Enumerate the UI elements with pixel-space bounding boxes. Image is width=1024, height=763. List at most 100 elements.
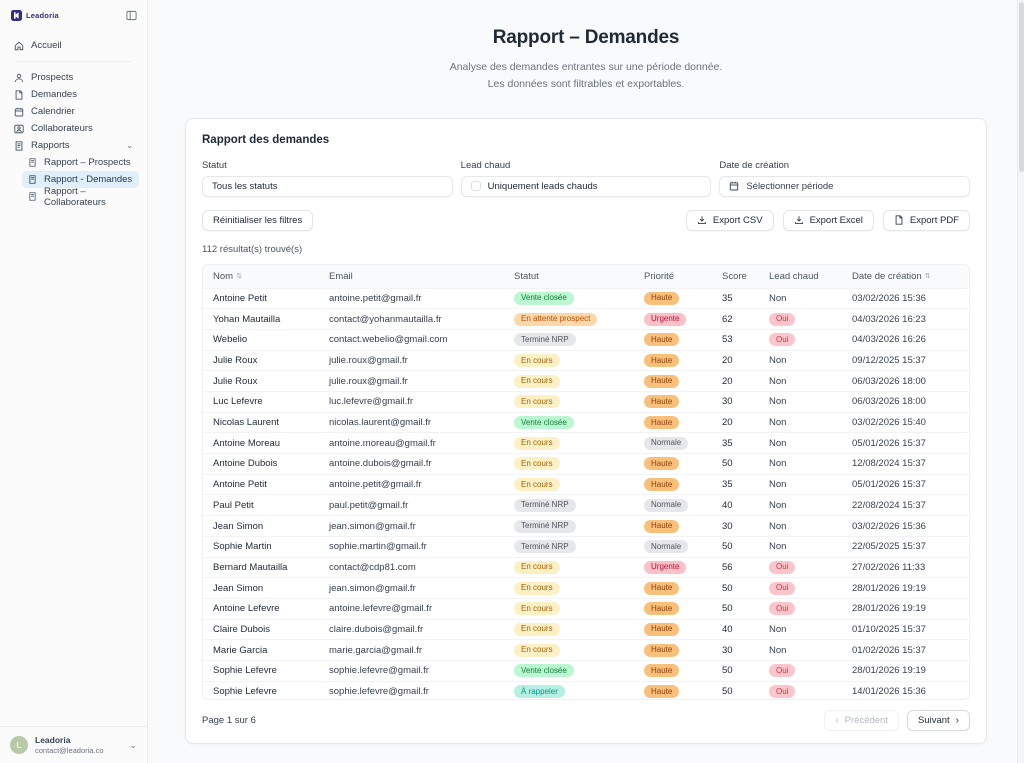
previous-page-button[interactable]: ‹ Précédent (824, 709, 899, 731)
statut-select[interactable]: Tous les statuts (202, 175, 453, 197)
column-header-nom[interactable]: Nom ⇅ (213, 270, 242, 282)
sidebar-item-demandes[interactable]: Demandes (8, 86, 139, 103)
sidebar-item-accueil[interactable]: Accueil (8, 37, 139, 54)
sidebar-item-rapport-demandes[interactable]: Rapport - Demandes (22, 171, 139, 188)
cell-nom: Antoine Lefevre (213, 603, 280, 615)
priorite-badge: Haute (644, 416, 680, 430)
chevron-down-icon: ⌄ (129, 739, 137, 750)
cell-date-creation: 01/02/2026 15:37 (852, 644, 926, 656)
cell-statut: En cours (514, 436, 644, 450)
priorite-badge: Normale (644, 436, 689, 450)
cell-statut: En cours (514, 457, 644, 471)
export-buttons: Export CSV Export Excel Export PDF (685, 209, 970, 231)
cell-statut: En cours (514, 643, 644, 657)
cell-email: antoine.lefevre@gmail.fr (329, 603, 433, 615)
cell-nom: Julie Roux (213, 355, 258, 366)
cell-nom: Jean Simon (213, 582, 264, 594)
cell-score: 56 (722, 561, 733, 573)
cell-score: 35 (722, 292, 733, 304)
column-header-date-creation[interactable]: Date de création ⇅ (852, 270, 931, 282)
cell-priorite: Haute (644, 602, 722, 616)
user-menu[interactable]: L Leadoria contact@leadoria.co ⌄ (0, 726, 147, 763)
sidebar-item-calendrier[interactable]: Calendrier (8, 103, 139, 120)
cell-email: antoine.petit@gmail.fr (329, 292, 422, 304)
cell-lead-chaud: Non (769, 355, 787, 366)
export-excel-button[interactable]: Export Excel (782, 209, 874, 231)
cell-lead-chaud: Oui (769, 581, 852, 595)
reset-filters-button[interactable]: Réinitialiser les filtres (202, 209, 314, 231)
cell-lead-chaud: Non (769, 375, 787, 387)
cell-priorite: Haute (644, 664, 722, 678)
cell-priorite: Haute (644, 395, 722, 409)
cell-nom: Sophie Lefevre (213, 665, 277, 677)
cell-date-creation: 04/03/2026 16:23 (852, 313, 926, 325)
cell-nom: Julie Roux (213, 375, 258, 387)
sort-icon: ⇅ (236, 273, 242, 281)
export-csv-button[interactable]: Export CSV (685, 209, 774, 231)
user-meta: Leadoria contact@leadoria.co (35, 735, 104, 755)
date-range-picker[interactable]: Sélectionner période (719, 175, 970, 197)
statut-badge: En cours (514, 622, 560, 636)
cell-nom: Yohan Mautailla (213, 313, 281, 325)
filter-date-creation: Date de création Sélectionner période (719, 150, 970, 197)
statut-badge: Terminé NRP (514, 540, 576, 554)
column-header-lead-chaud: Lead chaud (769, 270, 819, 282)
column-header-statut: Statut (514, 270, 539, 282)
cell-priorite: Haute (644, 416, 722, 430)
statut-value: Tous les statuts (212, 180, 278, 192)
table-row: Sophie Martin sophie.martin@gmail.fr Ter… (203, 535, 969, 557)
export-pdf-button[interactable]: Export PDF (882, 209, 970, 231)
cell-lead-chaud: Oui (769, 560, 852, 574)
cell-statut: En cours (514, 354, 644, 367)
chevron-left-icon: ‹ (835, 714, 839, 726)
cell-score: 30 (722, 644, 733, 656)
scrollbar[interactable] (1017, 0, 1024, 763)
scrollbar-thumb[interactable] (1019, 2, 1024, 172)
sidebar-item-label: Calendrier (31, 106, 75, 117)
priorite-badge: Haute (644, 581, 680, 595)
file-icon (15, 89, 23, 100)
cell-nom: Bernard Mautailla (213, 561, 288, 573)
cell-statut: Vente closée (514, 416, 644, 430)
sidebar-toggle-icon[interactable] (126, 10, 137, 21)
cell-statut: Terminé NRP (514, 519, 644, 533)
cell-nom: Nicolas Laurent (213, 417, 280, 429)
cell-score: 53 (722, 334, 733, 346)
cell-priorite: Haute (644, 622, 722, 636)
cell-nom: Antoine Petit (213, 292, 267, 304)
cell-statut: En attente prospect (514, 312, 644, 326)
cell-nom: Claire Dubois (213, 623, 271, 635)
statut-badge: Terminé NRP (514, 333, 576, 347)
cell-priorite: Urgente (644, 312, 722, 326)
priorite-badge: Haute (644, 664, 680, 678)
sidebar-item-rapport-collaborateurs[interactable]: Rapport – Collaborateurs (22, 186, 139, 208)
statut-badge: À rappeler (514, 685, 565, 698)
table-row: Yohan Mautailla contact@yohanmautailla.f… (203, 308, 969, 329)
priorite-badge: Normale (644, 498, 689, 512)
cell-email: contact@cdp81.com (329, 561, 416, 573)
table-row: Antoine Lefevre antoine.lefevre@gmail.fr… (203, 597, 969, 619)
cell-lead-chaud: Oui (769, 333, 852, 347)
statut-badge: Terminé NRP (514, 519, 576, 533)
lead-chaud-checkbox[interactable] (470, 181, 481, 192)
cell-statut: Terminé NRP (514, 540, 644, 554)
cell-date-creation: 22/05/2025 15:37 (852, 541, 926, 553)
user-name: Leadoria (35, 735, 71, 745)
cell-date-creation: 06/03/2026 18:00 (852, 396, 926, 408)
cell-score: 35 (722, 437, 733, 449)
cell-date-creation: 03/02/2026 15:36 (852, 520, 926, 532)
table-row: Paul Petit paul.petit@gmail.fr Terminé N… (203, 494, 969, 516)
main-content: Rapport – Demandes Analyse des demandes … (148, 0, 1024, 763)
calendar-icon (730, 181, 739, 191)
statut-badge: Terminé NRP (514, 498, 576, 512)
table-row: Antoine Petit antoine.petit@gmail.fr Ven… (203, 287, 969, 309)
lead-chaud-field[interactable]: Uniquement leads chauds (460, 175, 712, 197)
table-row: Jean Simon jean.simon@gmail.fr En cours … (203, 577, 969, 598)
next-page-button[interactable]: Suivant › (906, 709, 970, 731)
sidebar-item-prospects[interactable]: Prospects (8, 69, 139, 86)
report-icon (15, 140, 23, 151)
users-icon (14, 124, 24, 133)
sidebar-item-rapports[interactable]: Rapports ⌄ (8, 137, 139, 154)
sidebar-item-collaborateurs[interactable]: Collaborateurs (8, 120, 139, 137)
sidebar-item-rapport-prospects[interactable]: Rapport – Prospects (22, 154, 139, 171)
